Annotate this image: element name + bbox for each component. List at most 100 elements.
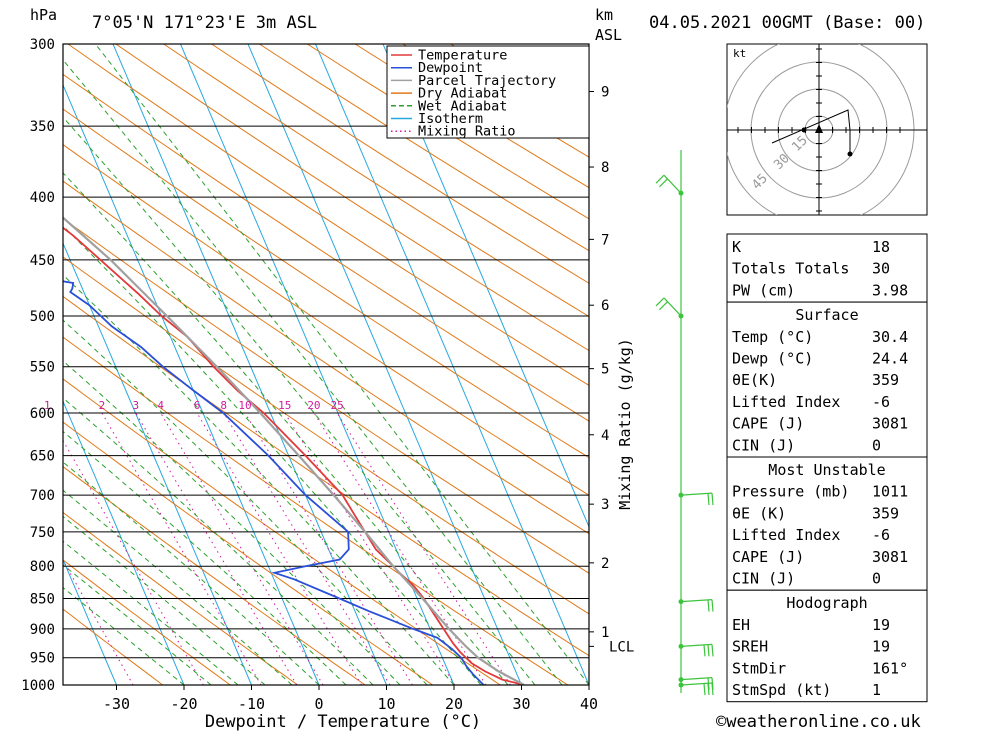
hodograph-indices-box xyxy=(726,589,928,703)
surface-indices-row-label: CAPE (J) xyxy=(732,415,804,433)
x-tick-label: -30 xyxy=(103,695,130,713)
parcel-trajectory-series xyxy=(63,216,525,685)
pressure-label: 1000 xyxy=(21,678,55,694)
isotherm-line xyxy=(63,241,252,685)
pressure-labels: 300 350 400 450 500 550 600 650 700 750 800 850 900 9… xyxy=(21,37,55,694)
surface-indices-row-label: CIN (J) xyxy=(732,436,795,454)
dewpoint-series xyxy=(63,280,485,685)
most-unstable-indices-row-label: Lifted Index xyxy=(732,526,840,544)
mixing-ratio-label: 1 xyxy=(44,399,51,412)
hodograph-indices-row-label: SREH xyxy=(732,638,768,656)
hodograph-storm-marker xyxy=(815,124,823,133)
wind-barb xyxy=(678,492,714,506)
legend-label-isotherm: Isotherm xyxy=(418,111,483,127)
most-unstable-indices-row-value: 0 xyxy=(872,570,881,588)
x-tick-label: -10 xyxy=(238,695,265,713)
temperature-series xyxy=(63,226,525,685)
dry-adiabat-line xyxy=(63,73,589,422)
dry-adiabat-line xyxy=(63,608,164,685)
isotherm-line xyxy=(112,44,387,685)
general-indices-row-value: 30 xyxy=(872,260,890,278)
hodograph-indices-row-value: 19 xyxy=(872,616,890,634)
pressure-label: 450 xyxy=(30,253,55,269)
hodograph-end-point xyxy=(847,151,853,157)
wet-adiabat-line xyxy=(63,489,293,685)
height-km-label: 1 xyxy=(601,625,609,641)
x-tick-label: 10 xyxy=(377,695,395,713)
temperature-tick-labels: -30 -20 -10 0 10 20 30 40 xyxy=(103,685,598,713)
hodograph-unit: kt xyxy=(733,47,746,60)
dry-adiabat-line xyxy=(163,44,589,318)
isotherm-line xyxy=(180,44,455,685)
mixing-ratio-labels: 1 2 3 4 6 8 10 15 20 25 xyxy=(44,399,344,412)
pressure-label: 800 xyxy=(30,559,55,575)
wind-barb xyxy=(678,643,714,657)
most-unstable-indices-row-label: Pressure (mb) xyxy=(732,483,849,501)
wind-barb-feather xyxy=(707,599,710,612)
pressure-label: 900 xyxy=(30,622,55,638)
height-unit-label: km xyxy=(595,6,613,24)
indices-panel: K 18 Totals Totals 30 PW (cm) 3.98 Surface Temp… xyxy=(726,233,928,703)
x-tick-label: 20 xyxy=(445,695,463,713)
surface-indices-row-value: -6 xyxy=(872,393,890,411)
general-indices-row-label: PW (cm) xyxy=(732,281,795,299)
surface-indices-title: Surface xyxy=(795,306,858,324)
wet-adiabat-line xyxy=(63,116,536,685)
wind-barb-feather xyxy=(659,178,668,188)
general-indices-row-label: Totals Totals xyxy=(732,260,849,278)
mixing-ratio-label: 6 xyxy=(194,399,201,412)
surface-indices-box xyxy=(726,301,928,458)
wind-barb-staff xyxy=(680,598,713,603)
pressure-label: 600 xyxy=(30,406,55,422)
most-unstable-indices-box xyxy=(726,456,928,591)
height-km-label: 4 xyxy=(601,428,609,444)
wind-barb-feather xyxy=(655,174,665,184)
hodograph-indices-row-label: StmDir xyxy=(732,659,786,677)
surface-indices-row-label: θE(K) xyxy=(732,371,777,389)
legend-label-wet-adiabat: Wet Adiabat xyxy=(418,98,507,114)
legend-label-dewpoint: Dewpoint xyxy=(418,60,483,76)
wind-barb xyxy=(678,677,714,690)
most-unstable-indices-row-label: CAPE (J) xyxy=(732,548,804,566)
general-indices-box xyxy=(726,233,928,303)
wind-profile xyxy=(655,150,714,696)
isotherm-line xyxy=(382,44,589,529)
dry-adiabat-line xyxy=(211,44,589,284)
wind-barb-staff xyxy=(663,297,682,317)
wind-barb-feather xyxy=(711,493,714,506)
copyright-text: ©weatheronline.co.uk xyxy=(716,712,921,732)
height-km-label: 6 xyxy=(601,298,609,314)
general-indices-row-label: K xyxy=(732,238,741,256)
surface-indices-row-value: 30.4 xyxy=(872,328,908,346)
general-indices-row-value: 3.98 xyxy=(872,281,908,299)
plot-frame xyxy=(62,43,590,686)
hodograph-indices-row-label: EH xyxy=(732,616,750,634)
height-km-label: 5 xyxy=(601,362,609,378)
wind-barb-staff xyxy=(680,682,713,686)
hodograph-indices-title: Hodograph xyxy=(786,594,867,612)
mixing-ratio-label: 10 xyxy=(238,399,251,412)
wind-barb-staff xyxy=(663,174,682,194)
height-km-label: 2 xyxy=(601,556,609,572)
wind-barb-feather xyxy=(711,644,714,657)
height-km-label: 9 xyxy=(601,85,609,101)
legend-label-parcel-trajectory: Parcel Trajectory xyxy=(418,73,556,89)
wet-adiabat-line xyxy=(63,540,239,685)
hodograph-trace xyxy=(771,109,851,154)
datetime-title: 04.05.2021 00GMT (Base: 00) xyxy=(649,13,925,33)
wind-barb xyxy=(655,174,684,196)
mixing-ratio-label: 4 xyxy=(157,399,164,412)
most-unstable-indices-row-label: CIN (J) xyxy=(732,570,795,588)
pressure-unit-label: hPa xyxy=(30,6,57,24)
hodograph-indices-row-value: 19 xyxy=(872,638,890,656)
dry-adiabat-line xyxy=(63,559,231,685)
dry-adiabat-line xyxy=(259,44,589,252)
isotherm-line xyxy=(63,83,320,685)
x-tick-label: 0 xyxy=(314,695,323,713)
profile-lines xyxy=(63,216,525,685)
pressure-label: 550 xyxy=(30,360,55,376)
general-indices-row-value: 18 xyxy=(872,238,890,256)
